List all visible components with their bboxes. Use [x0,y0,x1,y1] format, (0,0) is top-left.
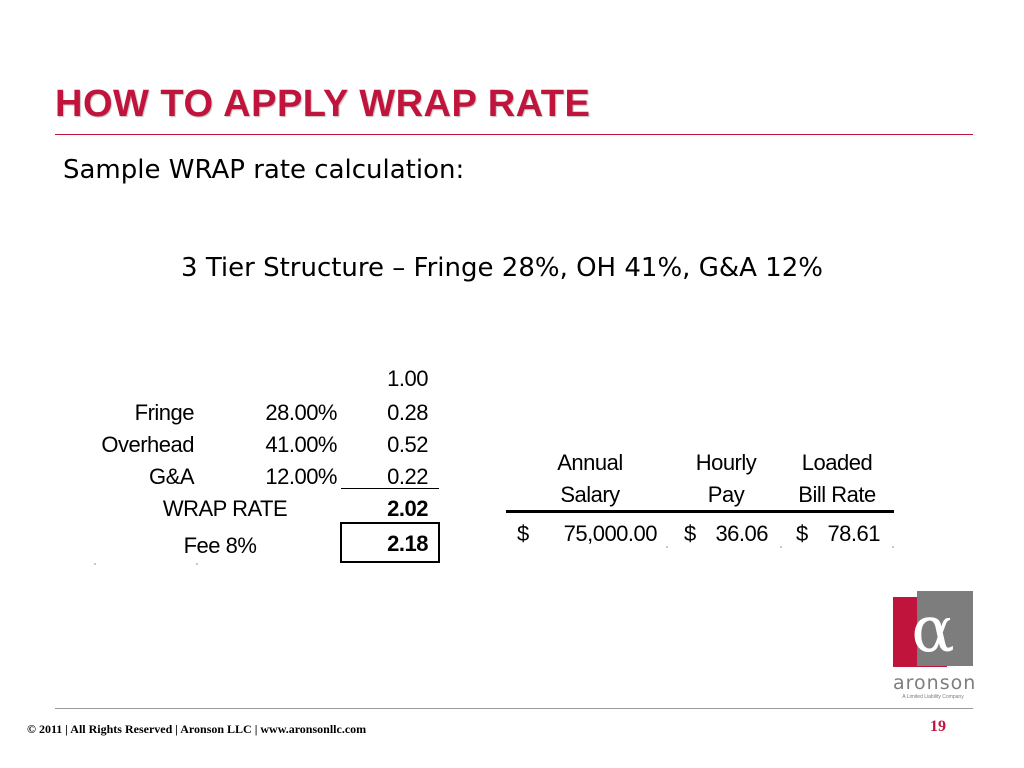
cell-marker [196,563,198,565]
fee-value: 2.18 [387,531,428,556]
cell-marker [780,546,782,548]
fringe-value: 0.28 [387,400,428,425]
tier-structure-text: 3 Tier Structure – Fringe 28%, OH 41%, G… [181,253,823,283]
fringe-label: Fringe [134,400,195,425]
hourly-currency: $ [684,521,696,546]
loaded-header-line1: Loaded [801,450,873,475]
overhead-label: Overhead [101,432,194,457]
bill-rate-currency: $ [796,521,808,546]
hourly-value: 36.06 [715,521,768,546]
slide-subtitle: Sample WRAP rate calculation: [63,155,465,185]
slide-title: HOW TO APPLY WRAP RATE [55,83,591,125]
fee-total-box [340,522,440,563]
cell-marker [94,563,96,565]
fringe-rate: 28.00% [265,400,337,425]
overhead-value: 0.52 [387,432,428,457]
ga-rate: 12.00% [265,464,337,489]
wrap-rate-value: 2.02 [387,496,428,521]
alpha-logo-mark: α [893,591,973,676]
aronson-logo: α aronson A Limited Liability Company [893,591,977,700]
logo-wordmark: aronson [893,672,977,694]
footer-divider [55,708,973,709]
logo-tagline: A Limited Liability Company [902,694,964,700]
subtotal-rule [341,488,439,489]
hourly-header-line2: Pay [707,482,745,507]
header-rule [506,510,894,513]
salary-currency: $ [517,521,529,546]
hourly-header-line1: Hourly [695,450,757,475]
loaded-header-line2: Bill Rate [798,482,876,507]
alpha-symbol: α [911,593,955,667]
cell-marker [892,546,894,548]
page-number: 19 [930,718,946,735]
fee-label: Fee 8% [183,533,257,558]
ga-value: 0.22 [387,464,428,489]
annual-header-line2: Salary [560,482,620,507]
title-divider [55,134,973,135]
annual-header-line1: Annual [557,450,623,475]
footer-copyright: © 2011 | All Rights Reserved | Aronson L… [27,722,367,736]
bill-rate-value: 78.61 [827,521,880,546]
ga-label: G&A [149,464,194,489]
logo-gray-square [917,591,973,666]
wrap-rate-label: WRAP RATE [162,496,288,521]
base-value: 1.00 [387,366,428,391]
salary-value: 75,000.00 [563,521,658,546]
cell-marker [666,546,668,548]
overhead-rate: 41.00% [265,432,337,457]
